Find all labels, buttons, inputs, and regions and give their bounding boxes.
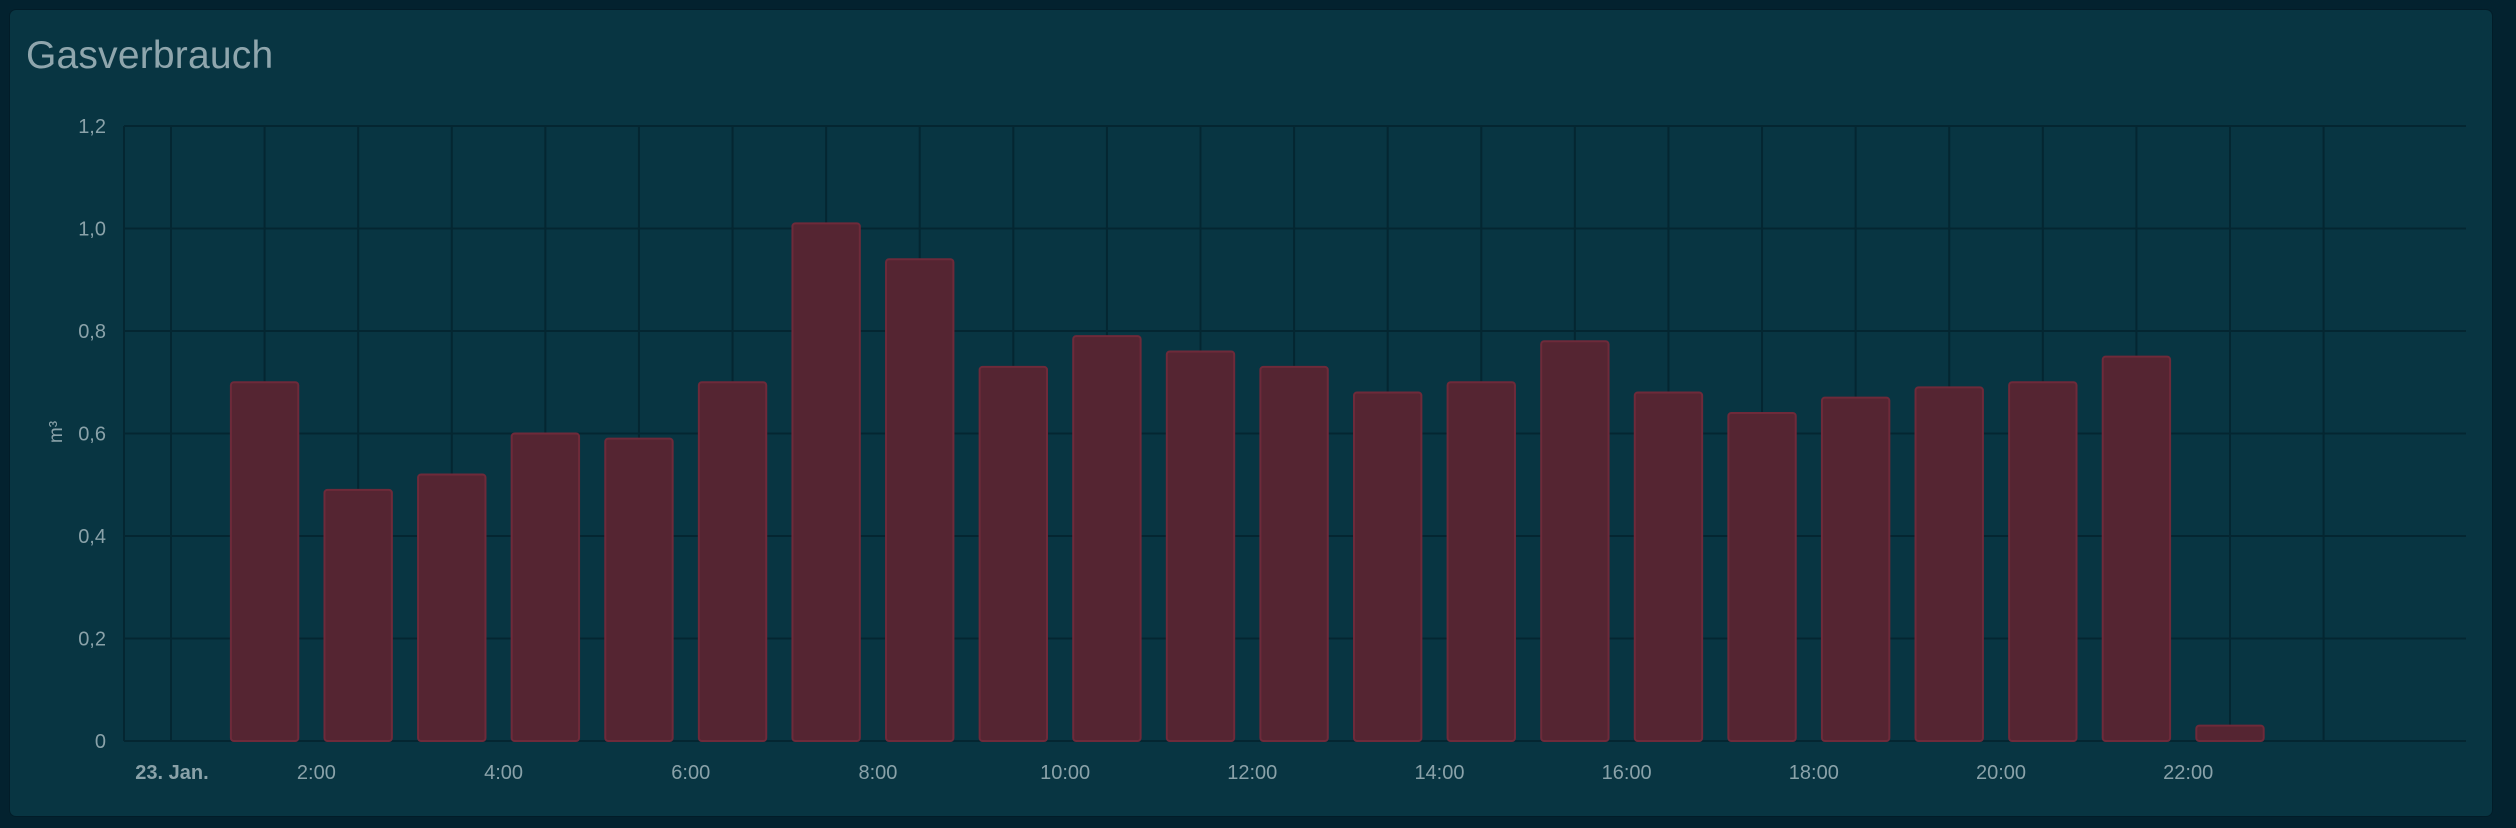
bar[interactable] (1259, 365, 1329, 742)
bar[interactable] (323, 488, 393, 742)
bar[interactable] (1446, 381, 1516, 742)
bar[interactable] (2195, 724, 2265, 742)
x-tick-label: 6:00 (671, 762, 710, 784)
bars (229, 222, 2265, 742)
x-tick-label: 14:00 (1414, 762, 1464, 784)
bar[interactable] (417, 473, 487, 742)
card-title: Gasverbrauch (26, 34, 274, 77)
y-tick-label: 0,4 (78, 526, 106, 548)
bar[interactable] (1914, 386, 1984, 742)
y-tick-label: 0,8 (78, 321, 106, 343)
x-tick-label: 8:00 (858, 762, 897, 784)
bar[interactable] (697, 381, 768, 742)
bar[interactable] (604, 437, 674, 742)
x-tick-label: 18:00 (1789, 762, 1839, 784)
bar[interactable] (2008, 381, 2078, 742)
bar[interactable] (2101, 355, 2172, 742)
bar[interactable] (1072, 335, 1142, 742)
bar[interactable] (791, 222, 861, 742)
bar[interactable] (1540, 340, 1610, 742)
y-tick-label: 1,2 (78, 116, 106, 138)
x-tick-label: 4:00 (484, 762, 523, 784)
y-tick-label: 1,0 (78, 219, 106, 241)
y-tick-label: 0,2 (78, 629, 106, 651)
x-tick-label: 23. Jan. (135, 762, 208, 784)
bar[interactable] (1820, 396, 1891, 742)
x-tick-label: 22:00 (2163, 762, 2213, 784)
x-tick-label: 20:00 (1976, 762, 2026, 784)
x-tick-label: 2:00 (297, 762, 336, 784)
y-axis-label: m³ (46, 421, 67, 443)
bar[interactable] (978, 365, 1049, 742)
bar[interactable] (1165, 350, 1236, 742)
bar[interactable] (1352, 391, 1423, 742)
bar[interactable] (1633, 391, 1704, 742)
bar[interactable] (1727, 412, 1797, 742)
bar[interactable] (510, 432, 581, 742)
bar[interactable] (885, 258, 955, 742)
y-tick-label: 0,6 (78, 424, 106, 446)
bar[interactable] (229, 381, 300, 742)
y-tick-label: 0 (95, 731, 106, 753)
x-tick-label: 12:00 (1227, 762, 1277, 784)
axes: 0 0,2 0,4 0,6 0,8 1,0 1,2 23. Jan. 2:00 4:00 6:00 8… (78, 116, 2213, 784)
x-tick-label: 10:00 (1040, 762, 1090, 784)
x-tick-label: 16:00 (1602, 762, 1652, 784)
